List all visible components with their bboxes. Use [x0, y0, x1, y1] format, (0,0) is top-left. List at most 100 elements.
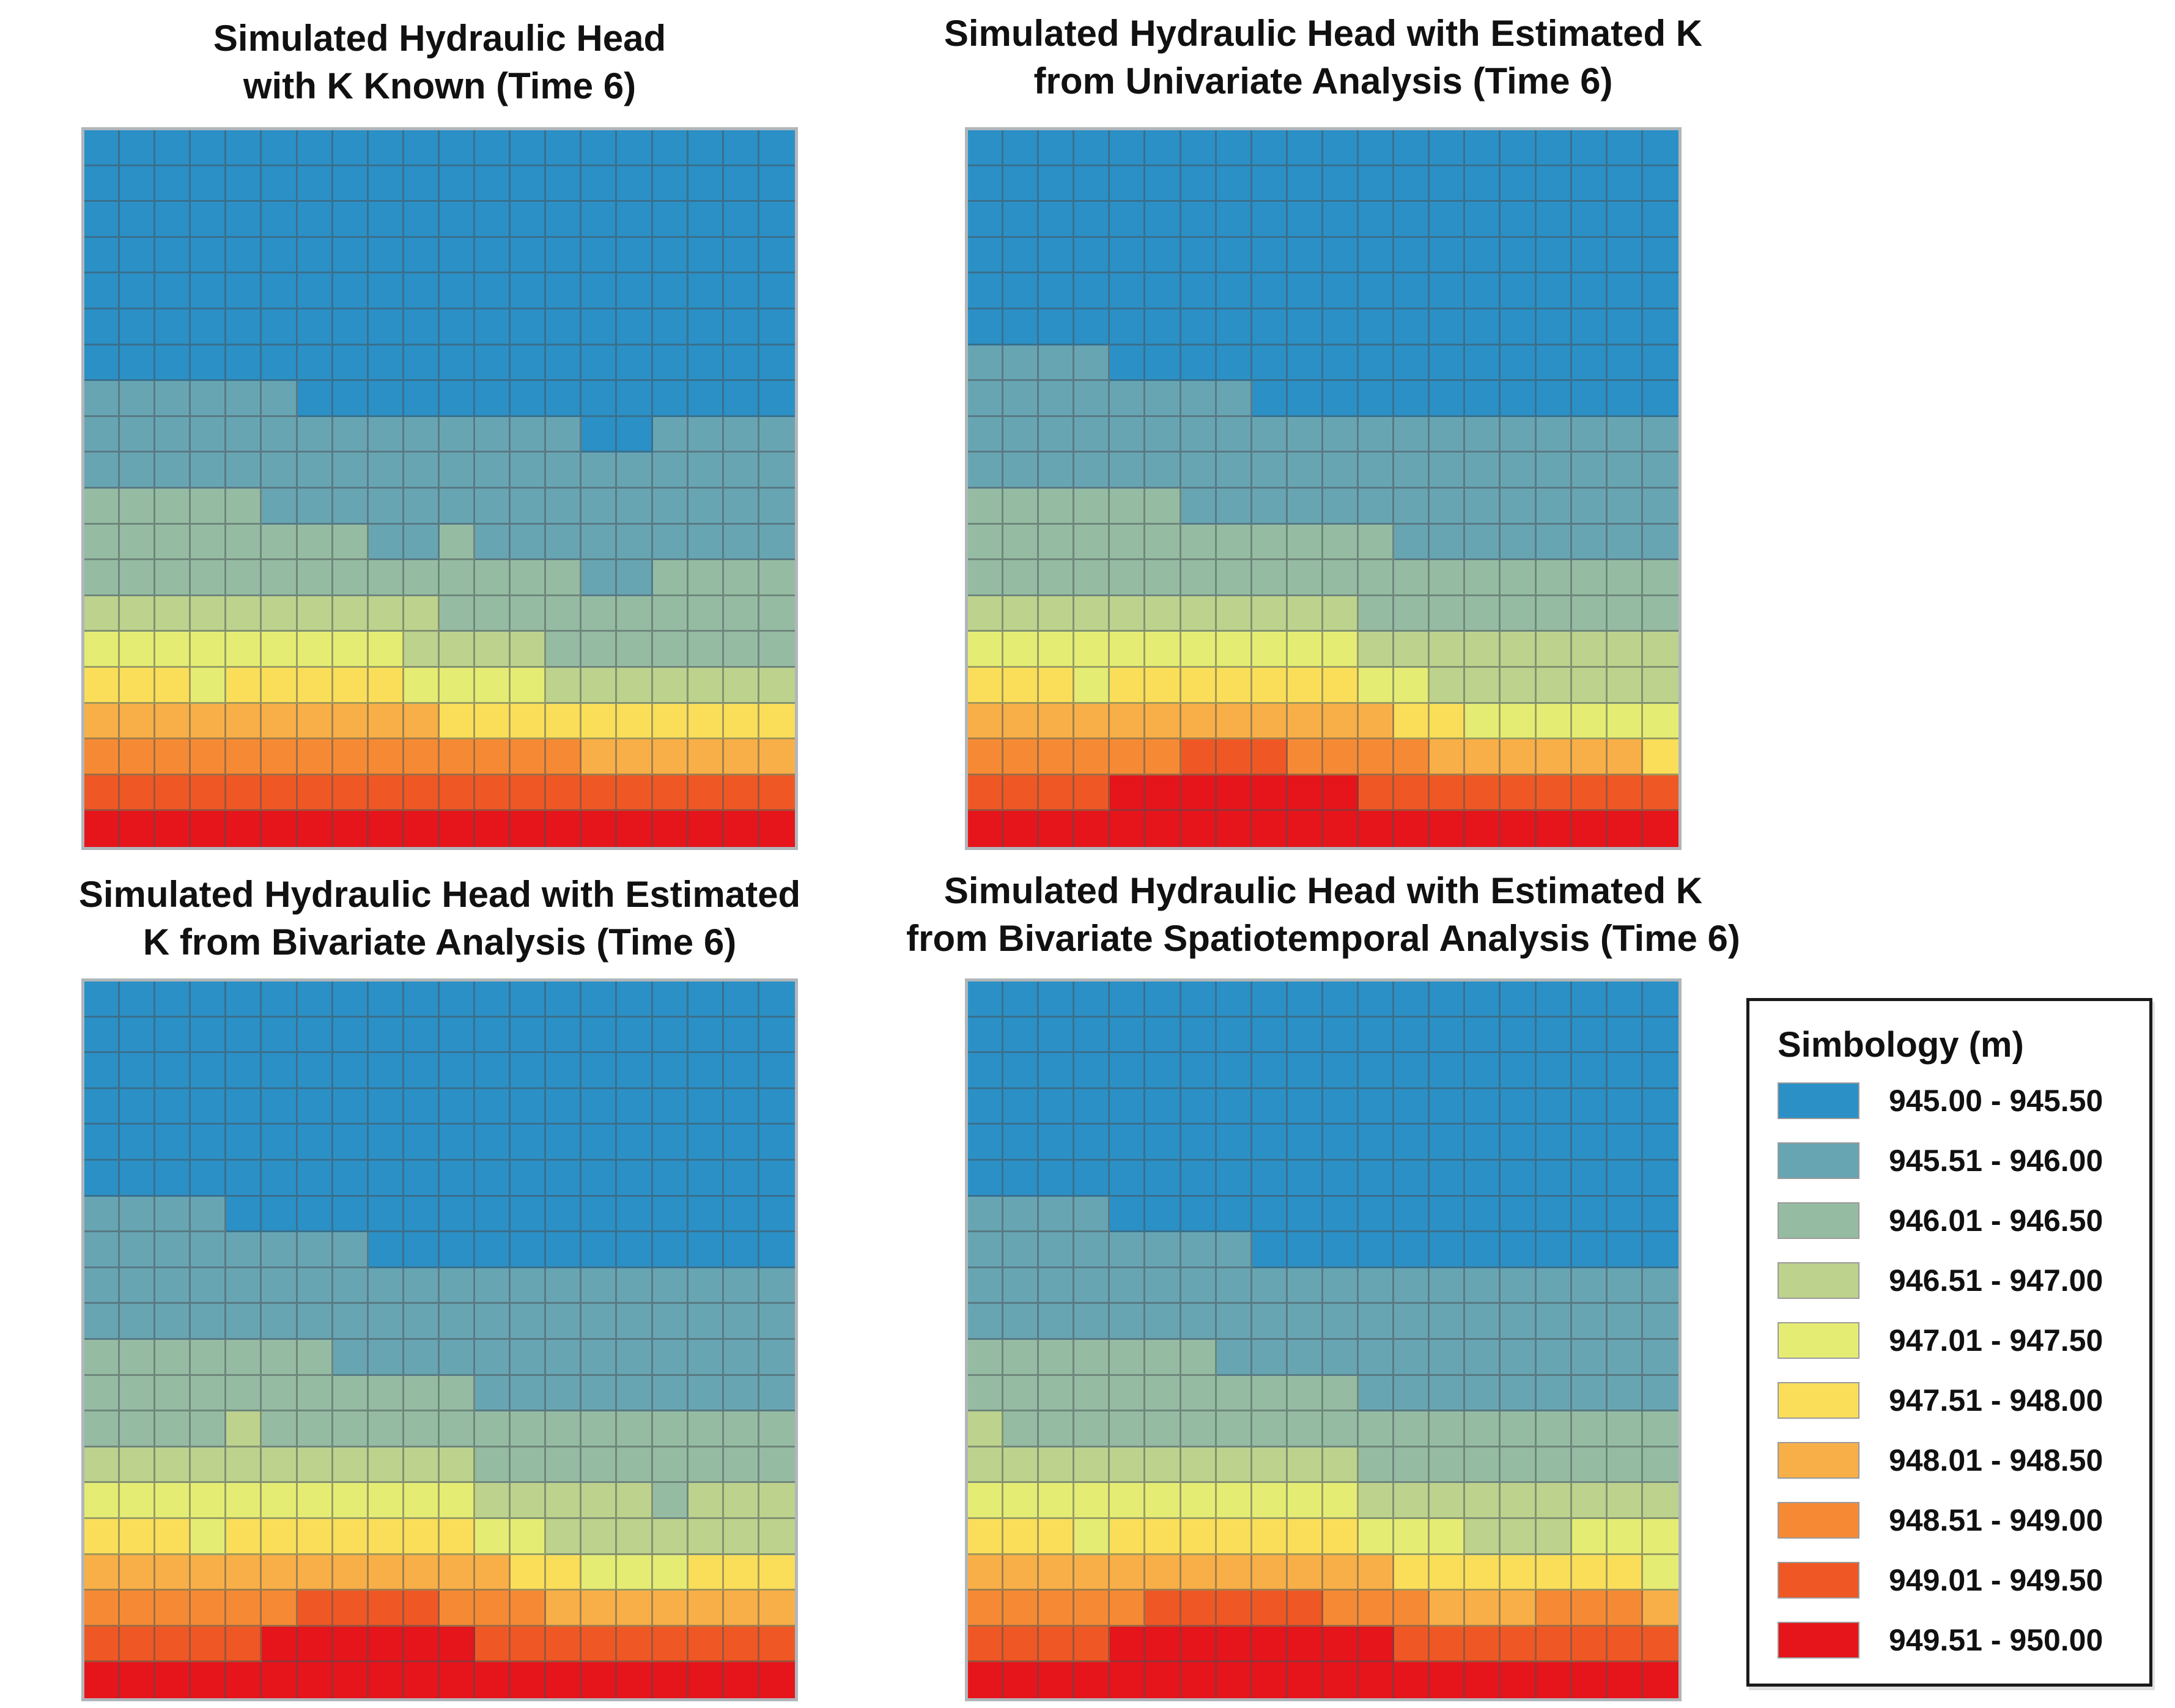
- grid-cell: [120, 524, 156, 561]
- grid-cell: [1394, 560, 1430, 596]
- grid-cell: [1145, 488, 1181, 525]
- grid-cell: [1039, 1662, 1075, 1698]
- grid-cell: [617, 345, 653, 382]
- grid-cell: [582, 1518, 618, 1555]
- grid-cell: [1607, 1518, 1643, 1555]
- grid-cell: [1465, 345, 1501, 382]
- grid-cell: [511, 1268, 547, 1304]
- grid-cell: [84, 739, 120, 775]
- grid-cell: [617, 130, 653, 166]
- grid-cell: [1571, 453, 1608, 489]
- grid-cell: [297, 1375, 333, 1412]
- grid-cell: [1323, 309, 1359, 346]
- grid-cell: [1287, 309, 1323, 346]
- grid-cell: [511, 1375, 547, 1412]
- grid-cell: [1287, 1232, 1323, 1268]
- grid-cell: [84, 166, 120, 202]
- grid-cell: [1039, 1555, 1075, 1591]
- grid-cell: [582, 1662, 618, 1698]
- grid-cell: [1110, 1160, 1146, 1197]
- grid-cell: [1110, 667, 1146, 704]
- grid-cell: [1252, 1662, 1288, 1698]
- grid-cell: [511, 1626, 547, 1663]
- grid-cell: [475, 1626, 511, 1663]
- grid-cell: [1536, 596, 1572, 632]
- grid-cell: [582, 166, 618, 202]
- grid-cell: [1003, 596, 1039, 632]
- grid-cell: [511, 202, 547, 238]
- grid-cell: [1571, 381, 1608, 417]
- grid-cell: [155, 488, 191, 525]
- grid-cell: [688, 1196, 724, 1233]
- grid-cell: [1607, 166, 1643, 202]
- grid-cell: [1145, 703, 1181, 740]
- grid-cell: [1430, 1232, 1466, 1268]
- grid-cell: [155, 345, 191, 382]
- grid-cell: [1287, 130, 1323, 166]
- grid-cell: [226, 1518, 262, 1555]
- grid-cell: [1536, 1483, 1572, 1519]
- grid-cell: [652, 1125, 689, 1161]
- grid-cell: [404, 1053, 440, 1089]
- grid-cell: [1571, 273, 1608, 309]
- grid-cell: [968, 811, 1004, 847]
- grid-cell: [968, 1555, 1004, 1591]
- grid-cell: [546, 1447, 582, 1484]
- grid-cell: [368, 1626, 404, 1663]
- grid-cell: [1074, 488, 1110, 525]
- grid-cell: [582, 1232, 618, 1268]
- grid-cell: [155, 1375, 191, 1412]
- grid-cell: [759, 1626, 795, 1663]
- grid-cell: [582, 1483, 618, 1519]
- grid-cell: [968, 416, 1004, 453]
- grid-cell: [1181, 1555, 1217, 1591]
- grid-cell: [652, 1555, 689, 1591]
- legend: Simbology (m) 945.00 - 945.50 945.51 - 9…: [1746, 998, 2152, 1687]
- grid-cell: [1571, 596, 1608, 632]
- grid-cell: [333, 1375, 369, 1412]
- grid-cell: [297, 237, 333, 274]
- grid-cell: [84, 982, 120, 1018]
- grid-cell: [1252, 345, 1288, 382]
- grid-cell: [546, 1089, 582, 1125]
- grid-cell: [475, 811, 511, 847]
- grid-cell: [439, 1555, 476, 1591]
- grid-cell: [688, 237, 724, 274]
- grid-cell: [1323, 703, 1359, 740]
- grid-cell: [1501, 1017, 1537, 1054]
- grid-cell: [1181, 1662, 1217, 1698]
- grid-cell: [155, 667, 191, 704]
- grid-cell: [759, 775, 795, 811]
- grid-cell: [1359, 596, 1395, 632]
- grid-cell: [1323, 775, 1359, 811]
- grid-cell: [652, 811, 689, 847]
- grid-cell: [1359, 1483, 1395, 1519]
- grid-cell: [759, 667, 795, 704]
- grid-cell: [1501, 1483, 1537, 1519]
- grid-cell: [368, 982, 404, 1018]
- grid-cell: [439, 1483, 476, 1519]
- grid-cell: [1287, 1518, 1323, 1555]
- grid-cell: [1287, 1483, 1323, 1519]
- grid-cell: [1110, 1232, 1146, 1268]
- grid-cell: [404, 1626, 440, 1663]
- grid-cell: [1536, 667, 1572, 704]
- grid-cell: [1287, 1447, 1323, 1484]
- grid-cell: [617, 1196, 653, 1233]
- grid-cell: [1323, 1053, 1359, 1089]
- grid-cell: [155, 1447, 191, 1484]
- grid-cell: [1110, 166, 1146, 202]
- grid-cell: [1394, 1053, 1430, 1089]
- grid-cell: [652, 130, 689, 166]
- grid-cell: [1465, 667, 1501, 704]
- grid-cell: [297, 416, 333, 453]
- grid-cell: [333, 273, 369, 309]
- grid-cell: [1039, 1483, 1075, 1519]
- grid-cell: [1039, 667, 1075, 704]
- grid-cell: [475, 1483, 511, 1519]
- grid-cell: [1252, 632, 1288, 668]
- grid-cell: [1039, 273, 1075, 309]
- grid-cell: [368, 1375, 404, 1412]
- grid-cell: [546, 130, 582, 166]
- grid-cell: [759, 632, 795, 668]
